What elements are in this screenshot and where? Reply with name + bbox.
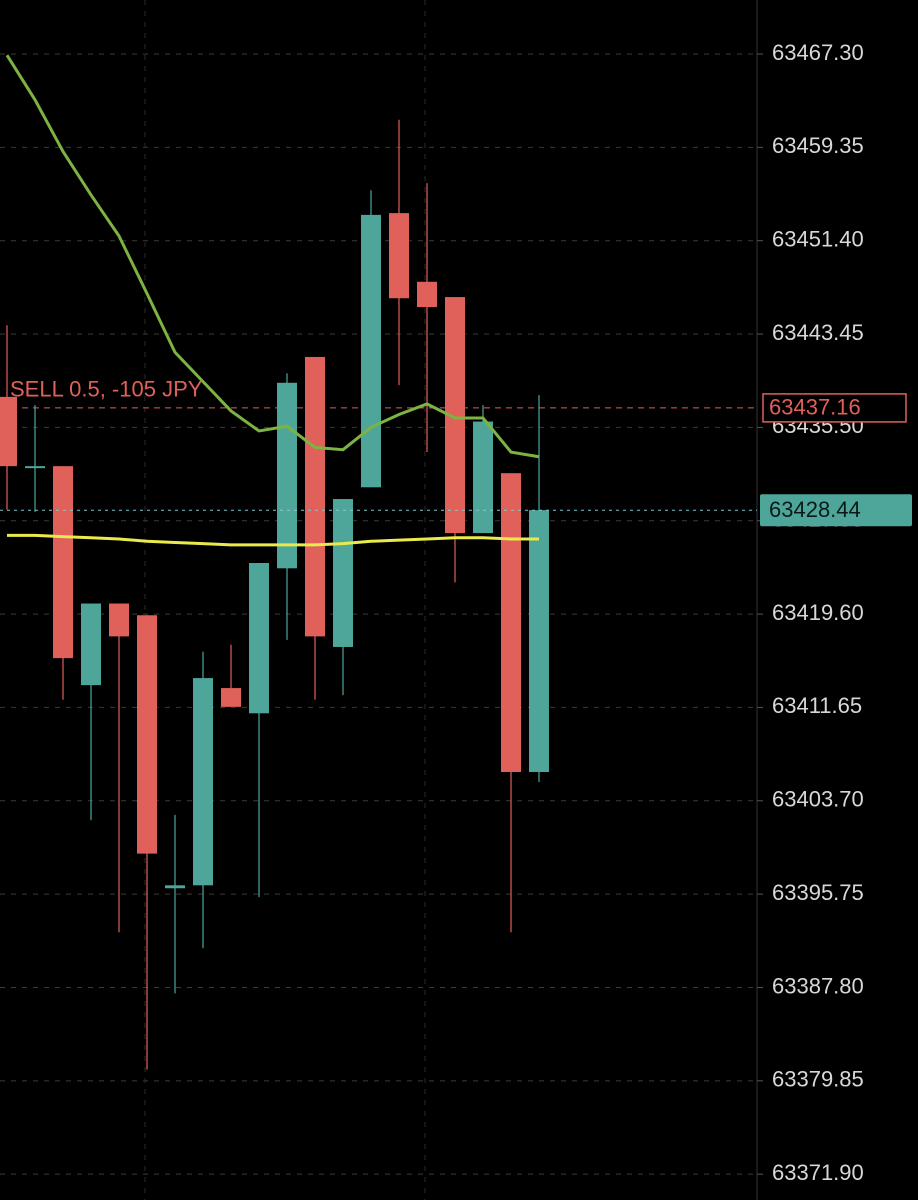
y-tick-label: 63395.75 bbox=[772, 880, 864, 905]
candle-body bbox=[0, 396, 17, 467]
candle-body bbox=[473, 421, 493, 534]
y-tick-label: 63459.35 bbox=[772, 133, 864, 158]
candle-body bbox=[53, 466, 73, 659]
y-tick-label: 63403.70 bbox=[772, 787, 864, 812]
candle-body bbox=[277, 382, 297, 569]
y-tick-label: 63411.65 bbox=[772, 693, 862, 718]
moving-average-line bbox=[7, 533, 539, 547]
candle-body bbox=[445, 297, 465, 534]
moving-average-line bbox=[5, 54, 540, 459]
y-tick-label: 63371.90 bbox=[772, 1160, 864, 1185]
position-label: SELL 0.5, -105 JPY bbox=[10, 377, 203, 402]
candle-body bbox=[81, 603, 101, 686]
candle-body bbox=[165, 885, 185, 889]
position-price-box bbox=[762, 393, 907, 423]
candle-body bbox=[25, 466, 45, 469]
candle-body bbox=[109, 603, 129, 637]
y-tick-label: 63443.45 bbox=[772, 320, 864, 345]
candle-body bbox=[333, 499, 353, 647]
candle-body bbox=[501, 473, 521, 773]
candle-body bbox=[361, 214, 381, 488]
candle-body bbox=[417, 281, 437, 308]
y-tick-label: 63419.60 bbox=[772, 600, 864, 625]
y-tick-label: 63379.85 bbox=[772, 1067, 864, 1092]
y-tick-label: 63387.80 bbox=[772, 973, 864, 998]
last-price-box bbox=[760, 494, 912, 527]
candle-body bbox=[389, 213, 409, 299]
y-tick-label: 63451.40 bbox=[772, 227, 864, 252]
candle-body bbox=[193, 678, 213, 886]
position-price-label: 63437.16 bbox=[769, 395, 861, 420]
candle-body bbox=[137, 615, 157, 854]
y-tick-label: 63467.30 bbox=[772, 40, 864, 65]
last-price-label: 63428.44 bbox=[769, 497, 861, 522]
candle-body bbox=[221, 688, 241, 707]
candle-body bbox=[305, 356, 325, 637]
candle-body bbox=[529, 510, 549, 773]
candle-body bbox=[249, 563, 269, 714]
